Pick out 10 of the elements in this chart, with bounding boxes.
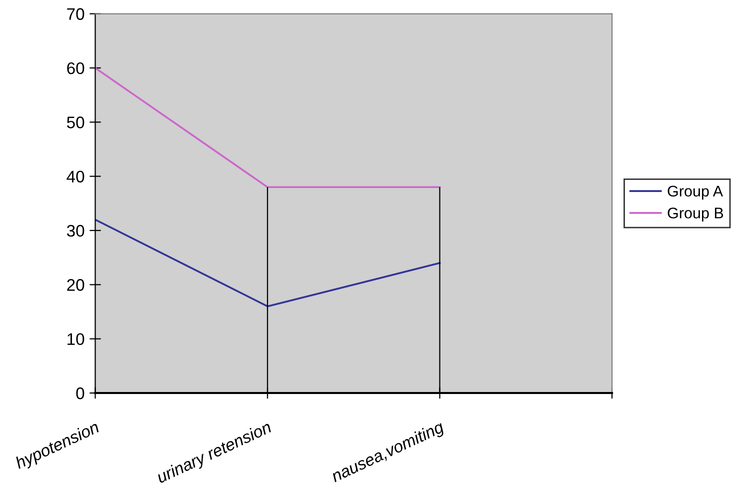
- legend-label: Group A: [668, 186, 724, 200]
- y-tick-label: 40: [66, 170, 84, 183]
- y-tick-label: 70: [67, 8, 84, 20]
- y-tick-label: 20: [67, 279, 84, 291]
- y-tick-label: 10: [68, 333, 84, 346]
- legend-label: Group B: [668, 208, 724, 222]
- y-tick-label: 50: [66, 116, 84, 128]
- y-tick-label: 0: [76, 387, 84, 400]
- y-tick-label: 30: [66, 224, 84, 237]
- y-tick-label: 60: [67, 62, 84, 74]
